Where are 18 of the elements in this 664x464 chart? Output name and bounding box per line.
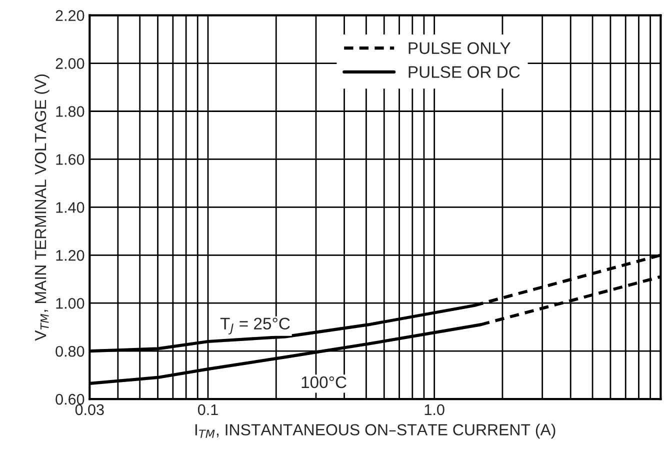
y-tick-label: 1.60 [56, 154, 84, 165]
x-axis-title: I$_{TM}$, INSTANTANEOUS ON–STATE CURRENT (A) [195, 424, 556, 439]
y-tick-label: 1.00 [56, 298, 84, 309]
x-tick-label: 0.1 [198, 404, 218, 416]
y-tick-label: 1.20 [56, 250, 84, 261]
annotation: 100°C [302, 376, 346, 388]
annotation: T$_{J}$ = 25°C [220, 318, 290, 334]
legend-label: PULSE OR DC [408, 66, 520, 78]
y-axis-title: V$_{TM}$, MAIN TERMINAL VOLTAGE (V) [34, 74, 50, 341]
x-tick-label: 1.0 [424, 404, 444, 416]
y-tick-label: 2.20 [56, 10, 84, 21]
y-tick-label: 1.80 [56, 106, 84, 117]
legend-label: PULSE ONLY [408, 42, 511, 54]
x-tick-label: 0.03 [75, 404, 104, 416]
y-tick-label: 0.80 [56, 346, 84, 357]
y-tick-label: 2.00 [56, 58, 84, 69]
y-tick-label: 1.40 [56, 202, 84, 213]
y-tick-label: 0.60 [56, 394, 84, 405]
